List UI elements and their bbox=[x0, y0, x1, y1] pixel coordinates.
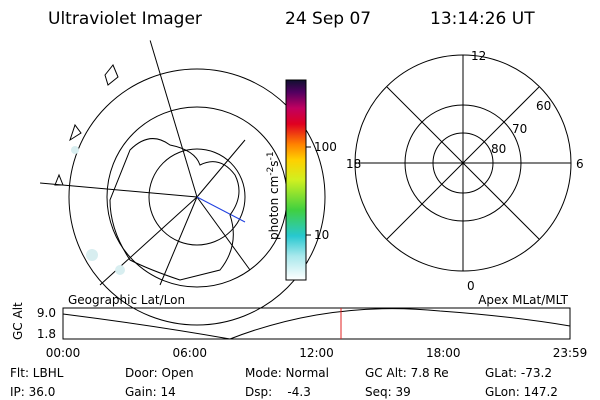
title: Ultraviolet Imager bbox=[48, 9, 202, 29]
altitude-plot: Geographic Lat/Lon Apex MLat/MLT GC Alt … bbox=[11, 293, 587, 360]
mlt-label: 6 bbox=[576, 157, 584, 171]
colorbar-tick: 100 bbox=[314, 140, 337, 154]
polar-plot bbox=[354, 54, 572, 272]
y-tick-label: 1.8 bbox=[37, 327, 56, 341]
right-title: Apex MLat/MLT bbox=[478, 293, 568, 307]
colorbar-tick: 10 bbox=[314, 228, 329, 242]
x-tick-label: 06:00 bbox=[172, 346, 207, 360]
lat-label: 60 bbox=[536, 99, 551, 113]
info-field: Gain: 14 bbox=[125, 385, 176, 399]
info-field: Flt: LBHL bbox=[10, 366, 64, 380]
info-field: IP: 36.0 bbox=[10, 385, 55, 399]
x-tick-label: 00:00 bbox=[46, 346, 81, 360]
x-tick-label: 12:00 bbox=[299, 346, 334, 360]
info-field: GLat: -73.2 bbox=[485, 366, 552, 380]
x-tick-label: 23:59 bbox=[553, 346, 588, 360]
info-field: Seq: 39 bbox=[365, 385, 411, 399]
y-label: GC Alt bbox=[11, 302, 25, 340]
info-field: GC Alt: 7.8 Re bbox=[365, 366, 449, 380]
info-field: Mode: Normal bbox=[245, 366, 329, 380]
lat-label: 80 bbox=[491, 142, 506, 156]
time: 13:14:26 UT bbox=[430, 9, 535, 29]
info-field: Door: Open bbox=[125, 366, 194, 380]
geo-map bbox=[40, 35, 340, 335]
colorbar-unit: photon cm-2s-1 bbox=[266, 151, 281, 240]
mlt-label: 12 bbox=[471, 49, 486, 63]
date: 24 Sep 07 bbox=[285, 9, 371, 29]
info-field: Dsp: -4.3 bbox=[245, 385, 311, 399]
mlt-label: 0 bbox=[467, 279, 475, 293]
x-tick-label: 18:00 bbox=[426, 346, 461, 360]
lat-label: 70 bbox=[512, 122, 527, 136]
left-title: Geographic Lat/Lon bbox=[68, 293, 185, 307]
y-tick-label: 9.0 bbox=[37, 306, 56, 320]
info-field: GLon: 147.2 bbox=[485, 385, 558, 399]
mlt-label: 18 bbox=[346, 157, 361, 171]
colorbar bbox=[285, 79, 307, 281]
